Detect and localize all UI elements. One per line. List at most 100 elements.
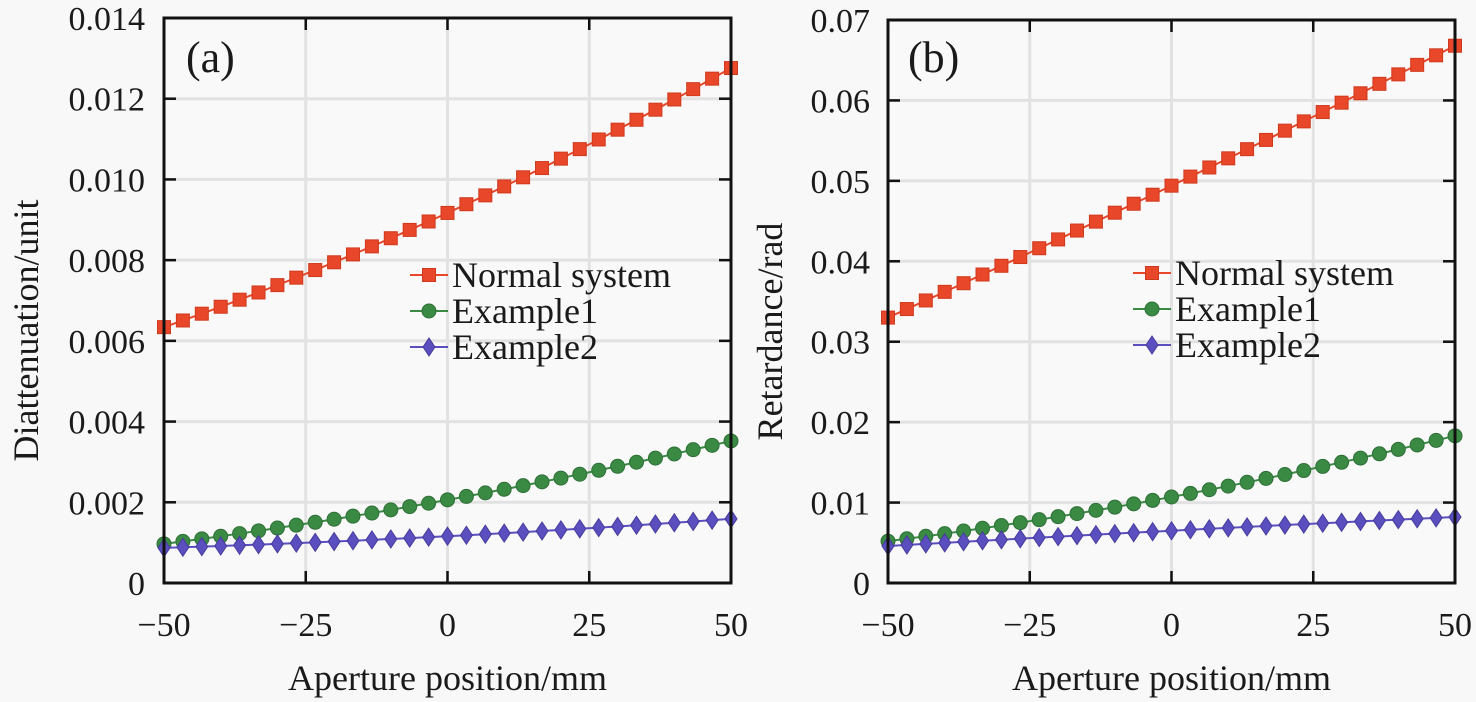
- data-point: [440, 205, 455, 220]
- y-tick-label: 0.012: [69, 82, 146, 119]
- data-point: [459, 525, 473, 546]
- data-point: [251, 534, 266, 555]
- data-point: [705, 71, 720, 86]
- data-point: [900, 535, 914, 555]
- data-point: [1089, 524, 1103, 545]
- data-point: [1183, 169, 1198, 184]
- data-point: [364, 239, 379, 254]
- data-point: [477, 485, 493, 501]
- data-point: [459, 197, 474, 212]
- data-point: [1032, 241, 1047, 256]
- data-point: [667, 512, 681, 533]
- data-point: [553, 151, 568, 166]
- data-point: [496, 481, 512, 497]
- data-point: [1126, 196, 1141, 211]
- data-point: [686, 511, 700, 532]
- data-point: [994, 258, 1009, 273]
- data-point: [515, 478, 531, 494]
- data-point: [975, 267, 990, 282]
- data-point: [918, 293, 933, 308]
- x-tick-label: −50: [137, 607, 190, 644]
- data-point: [270, 533, 285, 554]
- data-point: [251, 285, 266, 300]
- data-point: [572, 142, 587, 157]
- data-point: [610, 516, 625, 537]
- y-tick-label: 0.004: [69, 405, 146, 442]
- data-point: [648, 514, 663, 534]
- data-point: [1127, 522, 1141, 543]
- data-point: [1164, 178, 1179, 193]
- data-point: [1108, 523, 1122, 544]
- data-point: [1391, 509, 1405, 530]
- data-point: [1051, 526, 1065, 547]
- data-point: [440, 526, 455, 547]
- data-point: [937, 284, 952, 299]
- x-tick-label: −25: [279, 607, 332, 644]
- data-point: [1409, 437, 1425, 453]
- x-tick-label: 50: [1438, 607, 1472, 644]
- data-point: [629, 112, 644, 127]
- y-tick-label: 0.002: [69, 485, 146, 522]
- data-point: [403, 528, 417, 548]
- data-point: [440, 492, 455, 508]
- data-point: [1126, 496, 1142, 512]
- data-point: [232, 535, 247, 556]
- data-point: [1183, 519, 1197, 540]
- data-point: [1334, 95, 1349, 110]
- data-point: [610, 458, 626, 474]
- data-point: [478, 524, 492, 545]
- data-point: [478, 188, 493, 203]
- data-point: [345, 508, 361, 524]
- data-point: [269, 520, 285, 536]
- data-point: [289, 533, 303, 554]
- data-point: [1239, 474, 1255, 490]
- data-point: [1353, 511, 1368, 532]
- data-point: [1145, 492, 1161, 508]
- panel-b: 0 0.01 0.02 0.03 0.04 0.05 0.06 0.07 −50 −25 0 25 50…: [750, 3, 1472, 698]
- data-point: [1259, 516, 1273, 536]
- data-point: [383, 502, 399, 518]
- legend-label: Example2: [1175, 325, 1321, 365]
- data-point: [194, 306, 209, 321]
- data-point: [1316, 513, 1330, 534]
- y-tick-label: 0: [128, 566, 145, 603]
- y-tick-label: 0.04: [811, 244, 871, 281]
- data-point: [573, 518, 587, 539]
- x-tick-label: 50: [714, 607, 748, 644]
- data-point: [1296, 114, 1311, 129]
- data-point: [1107, 499, 1123, 515]
- data-point: [1221, 151, 1236, 166]
- data-point: [705, 510, 719, 531]
- legend-marker-circle-icon: [1144, 301, 1160, 317]
- data-point: [919, 533, 933, 554]
- y-tick-label: 0.06: [811, 83, 871, 120]
- data-point: [591, 462, 607, 478]
- y-axis-title: Retardance/rad: [750, 223, 790, 441]
- data-point: [402, 222, 417, 237]
- data-point: [994, 529, 1009, 550]
- data-point: [1391, 67, 1406, 82]
- data-point: [308, 263, 323, 278]
- data-point: [1220, 478, 1236, 494]
- data-point: [214, 536, 228, 556]
- legend-label: Normal system: [452, 255, 671, 295]
- data-point: [308, 532, 322, 553]
- data-point: [553, 470, 569, 486]
- data-point: [1051, 232, 1066, 247]
- data-point: [956, 276, 971, 291]
- data-point: [1277, 467, 1293, 483]
- data-point: [975, 530, 990, 551]
- legend-label: Example2: [452, 327, 598, 367]
- data-point: [1107, 205, 1122, 220]
- x-tick-label: 0: [439, 607, 456, 644]
- panel-label: (a): [186, 33, 235, 82]
- data-point: [1429, 48, 1444, 63]
- data-point: [383, 231, 398, 246]
- legend-label: Example1: [452, 291, 598, 331]
- data-point: [592, 517, 606, 538]
- data-point: [628, 454, 644, 470]
- data-point: [384, 529, 398, 549]
- data-point: [685, 442, 701, 458]
- data-point: [1315, 105, 1330, 120]
